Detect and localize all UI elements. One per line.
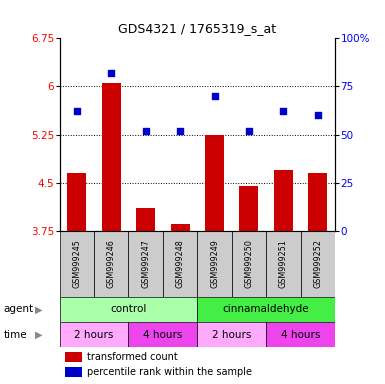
Point — [280, 108, 286, 114]
Bar — [308, 173, 327, 231]
Bar — [65, 352, 82, 362]
Text: time: time — [4, 329, 27, 339]
Bar — [163, 231, 197, 297]
Text: GDS4321 / 1765319_s_at: GDS4321 / 1765319_s_at — [118, 22, 276, 35]
Bar — [197, 297, 335, 322]
Text: transformed count: transformed count — [87, 352, 178, 362]
Point — [315, 112, 321, 118]
Point — [211, 93, 218, 99]
Text: 2 hours: 2 hours — [74, 329, 114, 339]
Text: GSM999246: GSM999246 — [107, 239, 116, 288]
Text: control: control — [110, 304, 147, 314]
Bar — [171, 224, 189, 231]
Bar — [136, 208, 155, 231]
Bar — [65, 367, 82, 377]
Bar — [205, 134, 224, 231]
Text: GSM999249: GSM999249 — [210, 239, 219, 288]
Bar — [129, 231, 163, 297]
Bar — [232, 231, 266, 297]
Bar — [239, 186, 258, 231]
Bar — [60, 231, 94, 297]
Point — [74, 108, 80, 114]
Text: agent: agent — [4, 304, 34, 314]
Bar — [274, 170, 293, 231]
Bar — [94, 231, 129, 297]
Bar — [197, 231, 232, 297]
Text: 4 hours: 4 hours — [143, 329, 182, 339]
Bar — [301, 231, 335, 297]
Text: cinnamaldehyde: cinnamaldehyde — [223, 304, 310, 314]
Text: GSM999250: GSM999250 — [244, 239, 253, 288]
Point — [142, 127, 149, 134]
Text: 4 hours: 4 hours — [281, 329, 320, 339]
Point — [246, 127, 252, 134]
Bar — [266, 322, 335, 347]
Text: GSM999245: GSM999245 — [72, 239, 81, 288]
Text: GSM999248: GSM999248 — [176, 239, 185, 288]
Bar — [60, 322, 129, 347]
Text: GSM999252: GSM999252 — [313, 239, 322, 288]
Text: percentile rank within the sample: percentile rank within the sample — [87, 367, 252, 377]
Bar — [102, 83, 121, 231]
Text: ▶: ▶ — [35, 304, 42, 314]
Point — [108, 70, 114, 76]
Text: 2 hours: 2 hours — [212, 329, 251, 339]
Text: GSM999251: GSM999251 — [279, 239, 288, 288]
Bar — [67, 173, 86, 231]
Bar — [60, 297, 197, 322]
Text: GSM999247: GSM999247 — [141, 239, 150, 288]
Point — [177, 127, 183, 134]
Text: ▶: ▶ — [35, 329, 42, 339]
Bar — [266, 231, 301, 297]
Bar — [129, 322, 197, 347]
Bar — [197, 322, 266, 347]
